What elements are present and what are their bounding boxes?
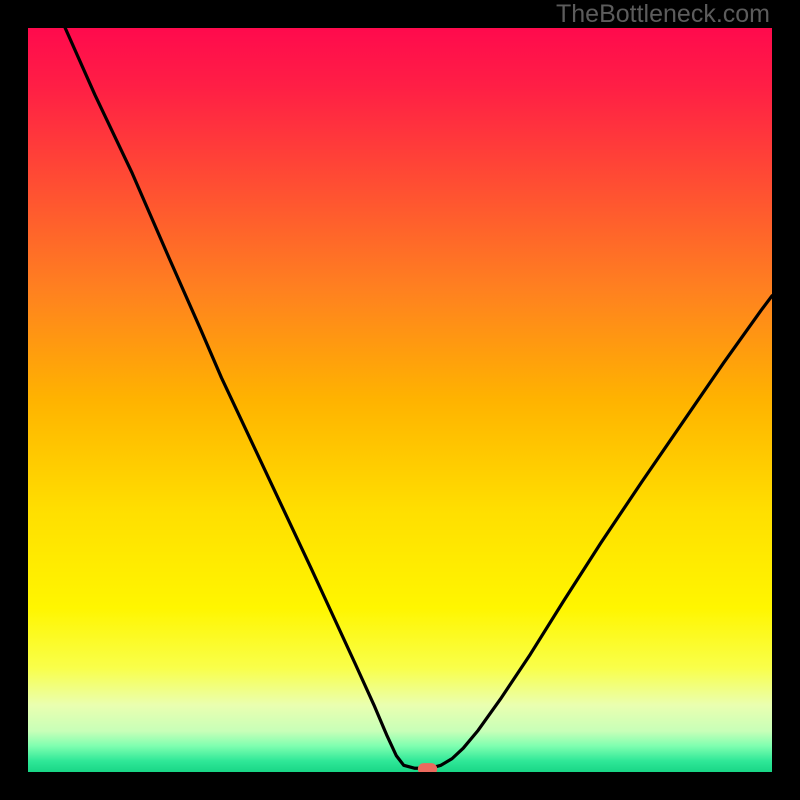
chart-frame: TheBottleneck.com [0, 0, 800, 800]
chart-background [28, 28, 772, 772]
bottleneck-chart [28, 28, 772, 772]
watermark-text: TheBottleneck.com [556, 0, 770, 29]
optimal-point-marker [418, 763, 437, 772]
